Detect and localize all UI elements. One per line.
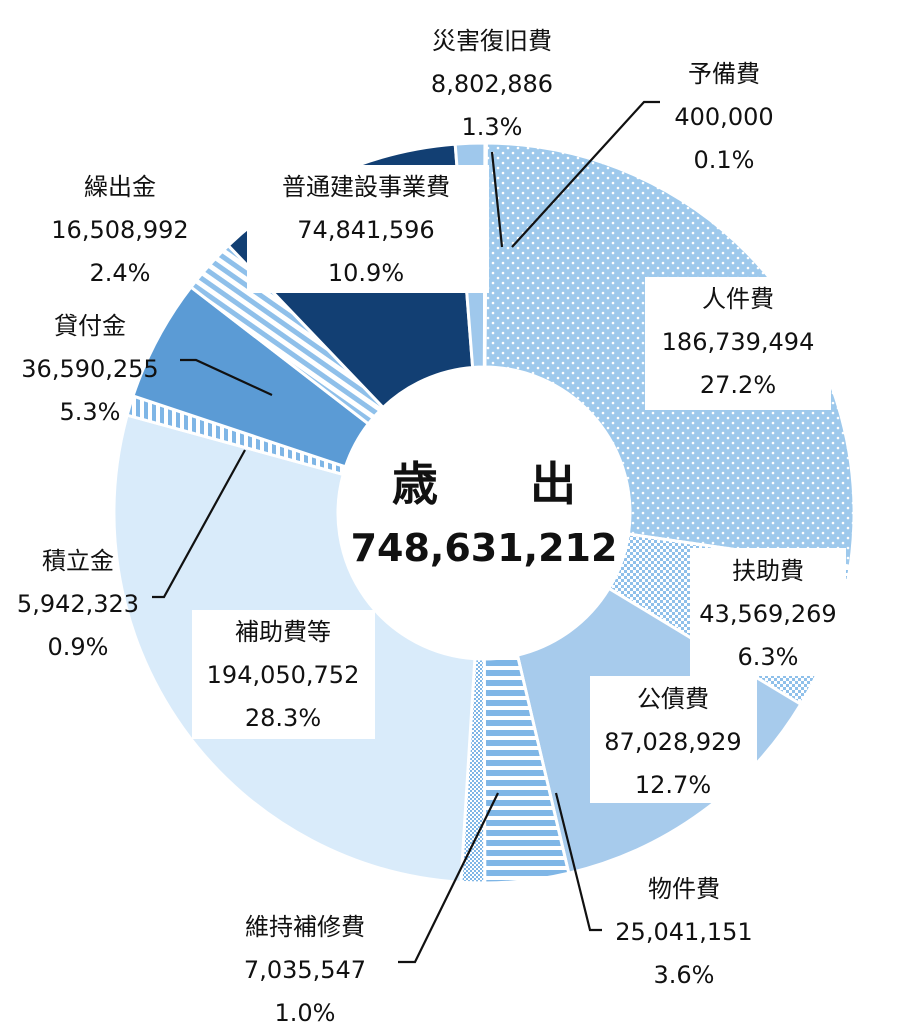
slice-value: 36,590,255 [21,355,158,383]
slice-value: 43,569,269 [699,600,836,628]
slice-name: 人件費 [702,285,774,313]
leader-line-bukken [554,792,602,932]
leader-line-yobi [511,100,660,248]
slice-percent: 6.3% [738,643,799,671]
slice-label-8: 繰出金 16,508,992 2.4% [51,173,188,287]
leader-line-saigai [490,151,504,248]
slice-value: 400,000 [674,103,773,131]
slice-value: 194,050,752 [207,661,360,689]
slice-label-11: 予備費 400,000 0.1% [674,60,773,174]
slice-name: 公債費 [637,685,709,713]
slice-percent: 28.3% [245,704,321,732]
leader-line-kashitsuke [180,358,273,396]
slice-value: 7,035,547 [244,956,366,984]
slice-label-6: 積立金 5,942,323 0.9% [17,547,139,661]
center-title: 歳 出 [392,457,576,511]
slice-percent: 1.0% [275,999,336,1027]
slice-label-1: 扶助費 43,569,269 6.3% [690,548,846,676]
center-total-value: 748,631,212 [351,526,618,570]
leader-line-tsumitate [152,449,246,599]
slice-name: 普通建設事業費 [282,173,450,201]
slice-value: 16,508,992 [51,216,188,244]
leader-lines [152,100,660,964]
slice-label-0: 人件費 186,739,494 27.2% [645,277,831,410]
slice-value: 25,041,151 [615,918,752,946]
slice-value: 87,028,929 [604,728,741,756]
slice-percent: 3.6% [654,961,715,989]
slice-name: 予備費 [688,60,760,88]
slice-value: 186,739,494 [662,328,815,356]
slice-labels: 人件費 186,739,494 27.2% 扶助費 43,569,269 6.3% 公債費 8… [17,27,846,1027]
slice-name: 貸付金 [54,312,126,340]
slice-label-3: 物件費 25,041,151 3.6% [615,875,752,989]
slice-label-10: 災害復旧費 8,802,886 1.3% [431,27,553,141]
donut-hole [338,367,630,659]
slice-percent: 5.3% [60,398,121,426]
slice-value: 5,942,323 [17,590,139,618]
slice-label-bg [590,676,757,803]
slice-percent: 0.1% [694,146,755,174]
slice-name: 災害復旧費 [432,27,552,55]
slice-label-bg [192,610,375,739]
slice-percent: 27.2% [700,371,776,399]
slice-label-bg [247,165,489,293]
slice-percent: 12.7% [635,771,711,799]
slice-label-2: 公債費 87,028,929 12.7% [590,676,757,803]
slice-percent: 0.9% [48,633,109,661]
slice-name: 繰出金 [84,173,156,201]
slice-value: 8,802,886 [431,70,553,98]
slice-name: 積立金 [42,547,114,575]
slice-percent: 2.4% [90,259,151,287]
slice-name: 維持補修費 [245,913,365,941]
slice-label-9: 普通建設事業費 74,841,596 10.9% [247,165,489,293]
slice-label-7: 貸付金 36,590,255 5.3% [21,312,158,426]
slice-label-5: 補助費等 194,050,752 28.3% [192,610,375,739]
slice-label-4: 維持補修費 7,035,547 1.0% [244,913,366,1027]
slice-percent: 1.3% [462,113,523,141]
slice-name: 補助費等 [235,618,331,646]
slice-value: 74,841,596 [297,216,434,244]
slice-label-bg [690,548,846,676]
slice-name: 物件費 [648,875,720,903]
slice-name: 扶助費 [732,557,804,585]
slice-label-bg [645,277,831,410]
slice-percent: 10.9% [328,259,404,287]
leader-line-ijihoshu [398,792,499,964]
